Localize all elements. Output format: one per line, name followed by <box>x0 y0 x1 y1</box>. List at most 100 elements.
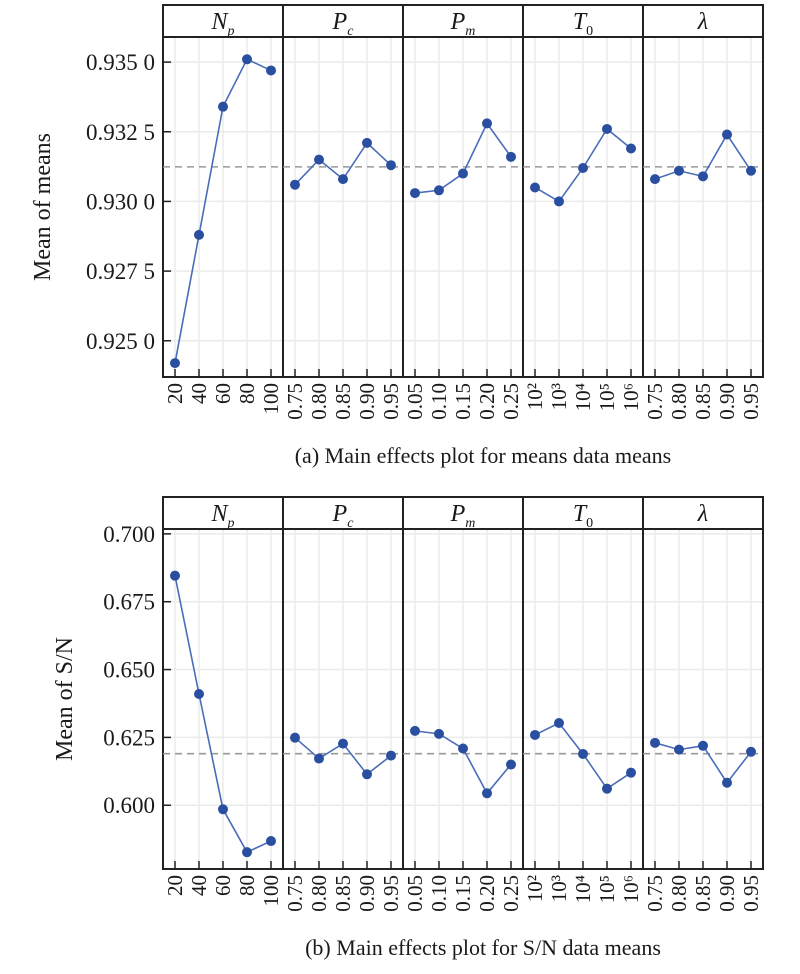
data-point <box>506 759 516 770</box>
data-point <box>434 728 444 739</box>
data-point <box>386 750 396 761</box>
strip-header <box>522 4 644 38</box>
panel-1: Np 20 40 60 80 100 <box>162 496 284 907</box>
data-point <box>722 129 732 140</box>
strip-label: Np <box>210 501 234 531</box>
strip-subscript: c <box>347 24 354 39</box>
x-tick-label: 10⁴ <box>571 875 595 903</box>
panel-2: Pc 0.75 0.80 0.85 0.90 0.95 <box>282 4 404 420</box>
x-tick-label: 0.05 <box>403 383 427 420</box>
data-point <box>650 174 660 185</box>
strip-subscript: 0 <box>586 516 593 531</box>
x-tick-label: 0.80 <box>667 875 691 912</box>
y-tick-label: 0.925 0 <box>86 329 155 354</box>
data-point <box>314 753 324 764</box>
data-point <box>554 718 564 729</box>
data-point <box>194 688 204 699</box>
data-point <box>674 165 684 176</box>
data-point <box>242 847 252 858</box>
data-point <box>218 101 228 112</box>
x-tick-label: 20 <box>163 383 187 404</box>
data-point <box>242 54 252 65</box>
strip-label: T0 <box>573 9 593 39</box>
data-point <box>602 123 612 134</box>
x-tick-label: 80 <box>235 383 259 404</box>
data-point <box>338 174 348 185</box>
panel-4: T0 10² 10³ 10⁴ 10⁵ 10⁶ <box>522 4 644 411</box>
strip-factor: P <box>450 9 466 35</box>
data-point <box>482 118 492 129</box>
strip-subscript: 0 <box>586 24 593 39</box>
x-tick-label: 10⁵ <box>595 383 619 411</box>
strip-label: Pc <box>332 501 355 531</box>
x-tick-label: 0.95 <box>379 875 403 912</box>
x-tick-label: 0.25 <box>499 875 523 912</box>
data-point <box>482 788 492 799</box>
y-tick-label: 0.930 0 <box>86 189 155 214</box>
strip-label: T0 <box>573 501 593 531</box>
strip-subscript: c <box>347 516 354 531</box>
y-tick-label: 0.600 <box>103 793 155 818</box>
data-point <box>554 196 564 207</box>
x-tick-label: 60 <box>211 875 235 896</box>
panel-3: Pm 0.05 0.10 0.15 0.20 0.25 <box>402 496 524 912</box>
strip-subscript: p <box>227 24 235 39</box>
strip-header <box>642 4 764 38</box>
figure-caption: (b) Main effects plot for S/N data means <box>305 935 661 960</box>
strip-factor: N <box>210 9 229 35</box>
data-point <box>170 358 180 369</box>
panel-1: Np 20 40 60 80 100 <box>162 4 284 415</box>
y-axis-title: Mean of means <box>30 133 56 281</box>
strip-label: Pc <box>332 9 355 39</box>
data-point <box>458 743 468 754</box>
y-tick-label: 0.932 5 <box>86 120 155 145</box>
x-tick-label: 0.85 <box>691 383 715 420</box>
y-axis-title: Mean of S/N <box>52 637 78 761</box>
panel-5: λ 0.75 0.80 0.85 0.90 0.95 <box>642 4 764 420</box>
x-tick-label: 10² <box>523 383 547 410</box>
strip-label: λ <box>697 501 708 527</box>
strip-factor: λ <box>697 9 708 35</box>
data-point <box>410 188 420 199</box>
data-point <box>698 740 708 751</box>
x-tick-label: 0.75 <box>643 383 667 420</box>
x-tick-label: 10⁶ <box>619 875 643 903</box>
x-tick-label: 0.10 <box>427 875 451 912</box>
data-point <box>290 732 300 743</box>
strip-subscript: m <box>465 516 475 531</box>
x-tick-label: 10³ <box>547 875 571 902</box>
x-tick-label: 80 <box>235 875 259 896</box>
x-tick-label: 0.90 <box>715 875 739 912</box>
x-tick-label: 0.90 <box>355 875 379 912</box>
data-point <box>362 137 372 148</box>
x-tick-label: 0.85 <box>691 875 715 912</box>
x-tick-label: 0.80 <box>307 875 331 912</box>
x-tick-label: 100 <box>259 875 283 907</box>
x-tick-label: 100 <box>259 383 283 415</box>
x-tick-label: 0.20 <box>475 875 499 912</box>
data-point <box>266 65 276 76</box>
strip-label: Np <box>210 9 234 39</box>
x-tick-label: 0.05 <box>403 875 427 912</box>
strip-subscript: p <box>227 516 235 531</box>
data-point <box>746 165 756 176</box>
x-tick-label: 0.90 <box>715 383 739 420</box>
x-tick-label: 0.25 <box>499 383 523 420</box>
strip-factor: T <box>573 501 588 527</box>
y-tick-label: 0.625 <box>103 725 155 750</box>
panel-3: Pm 0.05 0.10 0.15 0.20 0.25 <box>402 4 524 420</box>
x-tick-label: 0.80 <box>307 383 331 420</box>
data-point <box>698 171 708 182</box>
data-point <box>578 748 588 759</box>
data-point <box>170 570 180 581</box>
strip-header <box>642 496 764 530</box>
x-tick-label: 0.85 <box>331 875 355 912</box>
y-tick-label: 0.675 <box>103 590 155 615</box>
data-point <box>746 746 756 757</box>
panel-5: λ 0.75 0.80 0.85 0.90 0.95 <box>642 496 764 912</box>
data-point <box>506 151 516 162</box>
strip-factor: P <box>332 9 348 35</box>
data-point <box>386 160 396 171</box>
x-tick-label: 10⁴ <box>571 383 595 411</box>
strip-header <box>162 496 284 530</box>
